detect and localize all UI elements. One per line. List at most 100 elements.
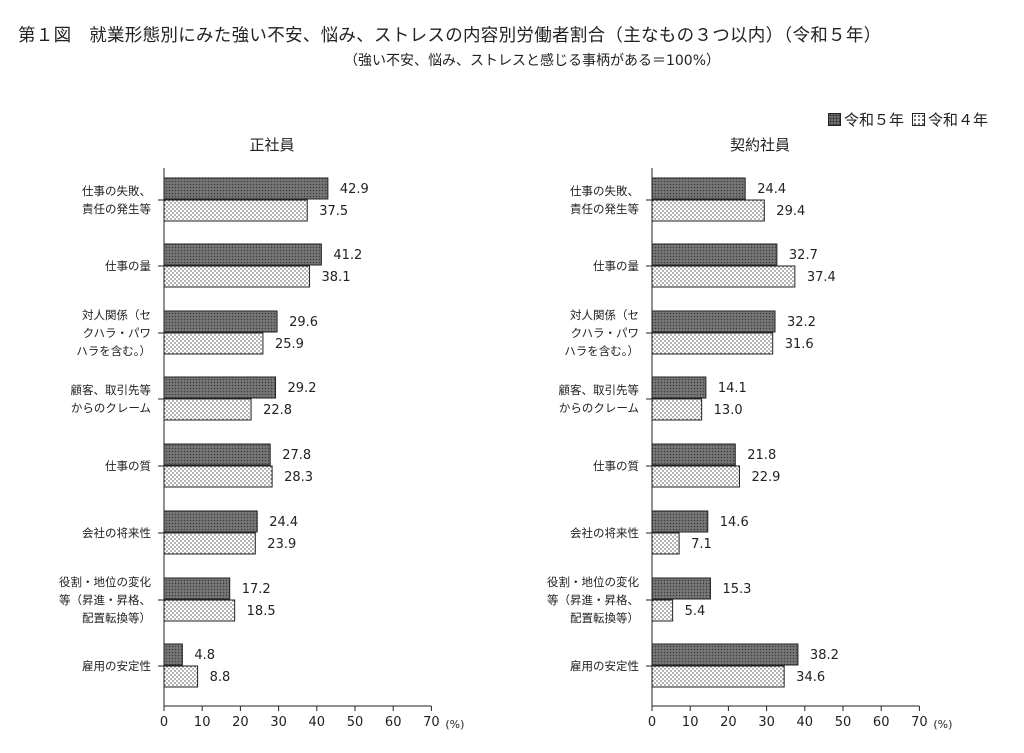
category-label: 仕事の失敗、	[82, 184, 151, 198]
bar-r4	[163, 599, 236, 622]
legend-item-r5: 令和５年	[827, 109, 904, 130]
data-label-r5: 27.8	[282, 448, 311, 463]
category-label: 等（昇進・昇格、	[547, 593, 639, 607]
category-label: からのクレーム	[559, 401, 639, 415]
category-label: 配置転換等）	[82, 611, 151, 625]
data-label-r4: 13.0	[714, 403, 743, 418]
category-label: 対人関係（セ	[570, 308, 639, 322]
x-tick-label: 40	[797, 715, 814, 730]
x-tick-label: 30	[758, 715, 775, 730]
data-label-r5: 32.7	[789, 248, 818, 263]
chart-panel-keiyaku: 契約社員 0 10 20 30 40 50 60 70 (%) 仕事の失敗、責任の発生等仕事の量対人…	[547, 136, 952, 731]
bar-r4	[163, 332, 264, 355]
category-label: 役割・地位の変化	[59, 575, 151, 589]
data-label-r4: 5.4	[685, 604, 706, 619]
data-label-r4: 31.6	[785, 337, 814, 352]
x-tick-label: 70	[423, 715, 440, 730]
category-label: 雇用の安定性	[570, 659, 639, 673]
data-label-r5: 4.8	[194, 648, 215, 663]
bar-r5	[651, 177, 746, 200]
x-tick-label: 20	[720, 715, 737, 730]
category-label: 顧客、取引先等	[71, 383, 152, 397]
figure-title: 第１図 就業形態別にみた強い不安、悩み、ストレスの内容別労働者割合（主なもの３つ…	[18, 26, 882, 46]
bar-r4	[163, 532, 256, 555]
category-label: 会社の将来性	[570, 526, 639, 540]
data-label-r5: 38.2	[810, 648, 839, 663]
bar-r4	[651, 599, 674, 622]
x-tick-label: 0	[160, 715, 168, 730]
category-label: 雇用の安定性	[82, 659, 151, 673]
data-label-r4: 37.4	[807, 270, 836, 285]
figure-subtitle: （強い不安、悩み、ストレスと感じる事柄がある＝100%）	[343, 53, 721, 69]
x-tick-label: 10	[194, 715, 211, 730]
data-label-r4: 7.1	[691, 537, 712, 552]
x-tick-label: 50	[835, 715, 852, 730]
legend-label-r5: 令和５年	[843, 111, 904, 129]
category-label: 仕事の量	[105, 259, 151, 273]
bar-r5	[651, 376, 707, 399]
category-label: 等（昇進・昇格、	[59, 593, 151, 607]
x-tick-label: 50	[347, 715, 364, 730]
bar-r4	[651, 465, 740, 488]
category-label: 仕事の質	[593, 459, 639, 473]
bar-r4	[651, 199, 765, 222]
bar-r4	[163, 199, 308, 222]
category-label: 顧客、取引先等	[559, 383, 640, 397]
category-label: クハラ・パワ	[571, 326, 639, 340]
bar-r5	[163, 177, 329, 200]
chart-panel-seishain: 正社員 0 10 20 30 40 50 60 70 (%) 仕事の失敗、責任の発生等仕事の量対人関…	[59, 136, 464, 731]
data-label-r4: 29.4	[776, 204, 805, 219]
bar-r5	[163, 510, 258, 533]
data-label-r5: 14.6	[720, 515, 749, 530]
bar-r5	[163, 443, 271, 466]
legend-swatch-r5	[827, 113, 841, 126]
x-tick-label: 40	[309, 715, 326, 730]
bar-r4	[163, 465, 273, 488]
category-label: 責任の発生等	[570, 202, 639, 216]
bar-r5	[163, 243, 322, 266]
bar-r5	[651, 310, 776, 333]
x-tick-label: 60	[873, 715, 890, 730]
category-label: クハラ・パワ	[83, 326, 151, 340]
data-label-r4: 22.8	[263, 403, 292, 418]
category-label: からのクレーム	[71, 401, 151, 415]
bar-r5	[651, 643, 799, 666]
legend: 令和５年 令和４年	[827, 109, 988, 130]
panel-title: 正社員	[249, 136, 294, 154]
data-label-r5: 24.4	[269, 515, 298, 530]
x-tick-label: 10	[682, 715, 699, 730]
category-label: 仕事の失敗、	[570, 184, 639, 198]
bar-r4	[651, 665, 785, 688]
data-label-r4: 37.5	[319, 204, 348, 219]
bar-r4	[163, 398, 252, 421]
data-label-r5: 29.2	[288, 381, 317, 396]
data-label-r4: 8.8	[210, 670, 231, 685]
data-label-r4: 18.5	[247, 604, 276, 619]
data-label-r4: 38.1	[322, 270, 351, 285]
bar-r4	[651, 332, 774, 355]
data-label-r5: 21.8	[747, 448, 776, 463]
category-label: 責任の発生等	[82, 202, 151, 216]
x-axis-unit: (%)	[933, 718, 952, 731]
bar-r5	[163, 376, 277, 399]
bar-r4	[163, 265, 311, 288]
bar-r5	[163, 643, 183, 666]
category-label: 会社の将来性	[82, 526, 151, 540]
x-axis-unit: (%)	[445, 718, 464, 731]
bar-r4	[651, 532, 680, 555]
data-label-r5: 42.9	[340, 182, 369, 197]
data-label-r5: 41.2	[333, 248, 362, 263]
bar-r4	[651, 398, 703, 421]
category-label: 役割・地位の変化	[547, 575, 639, 589]
legend-item-r4: 令和４年	[911, 109, 988, 130]
legend-swatch-r4	[911, 113, 925, 126]
data-label-r5: 15.3	[722, 582, 751, 597]
data-label-r5: 29.6	[289, 315, 318, 330]
data-label-r4: 23.9	[267, 537, 296, 552]
panel-title: 契約社員	[730, 136, 790, 154]
bar-r5	[163, 577, 231, 600]
legend-label-r4: 令和４年	[927, 111, 988, 129]
bar-r4	[651, 265, 796, 288]
category-label: 対人関係（セ	[82, 308, 151, 322]
